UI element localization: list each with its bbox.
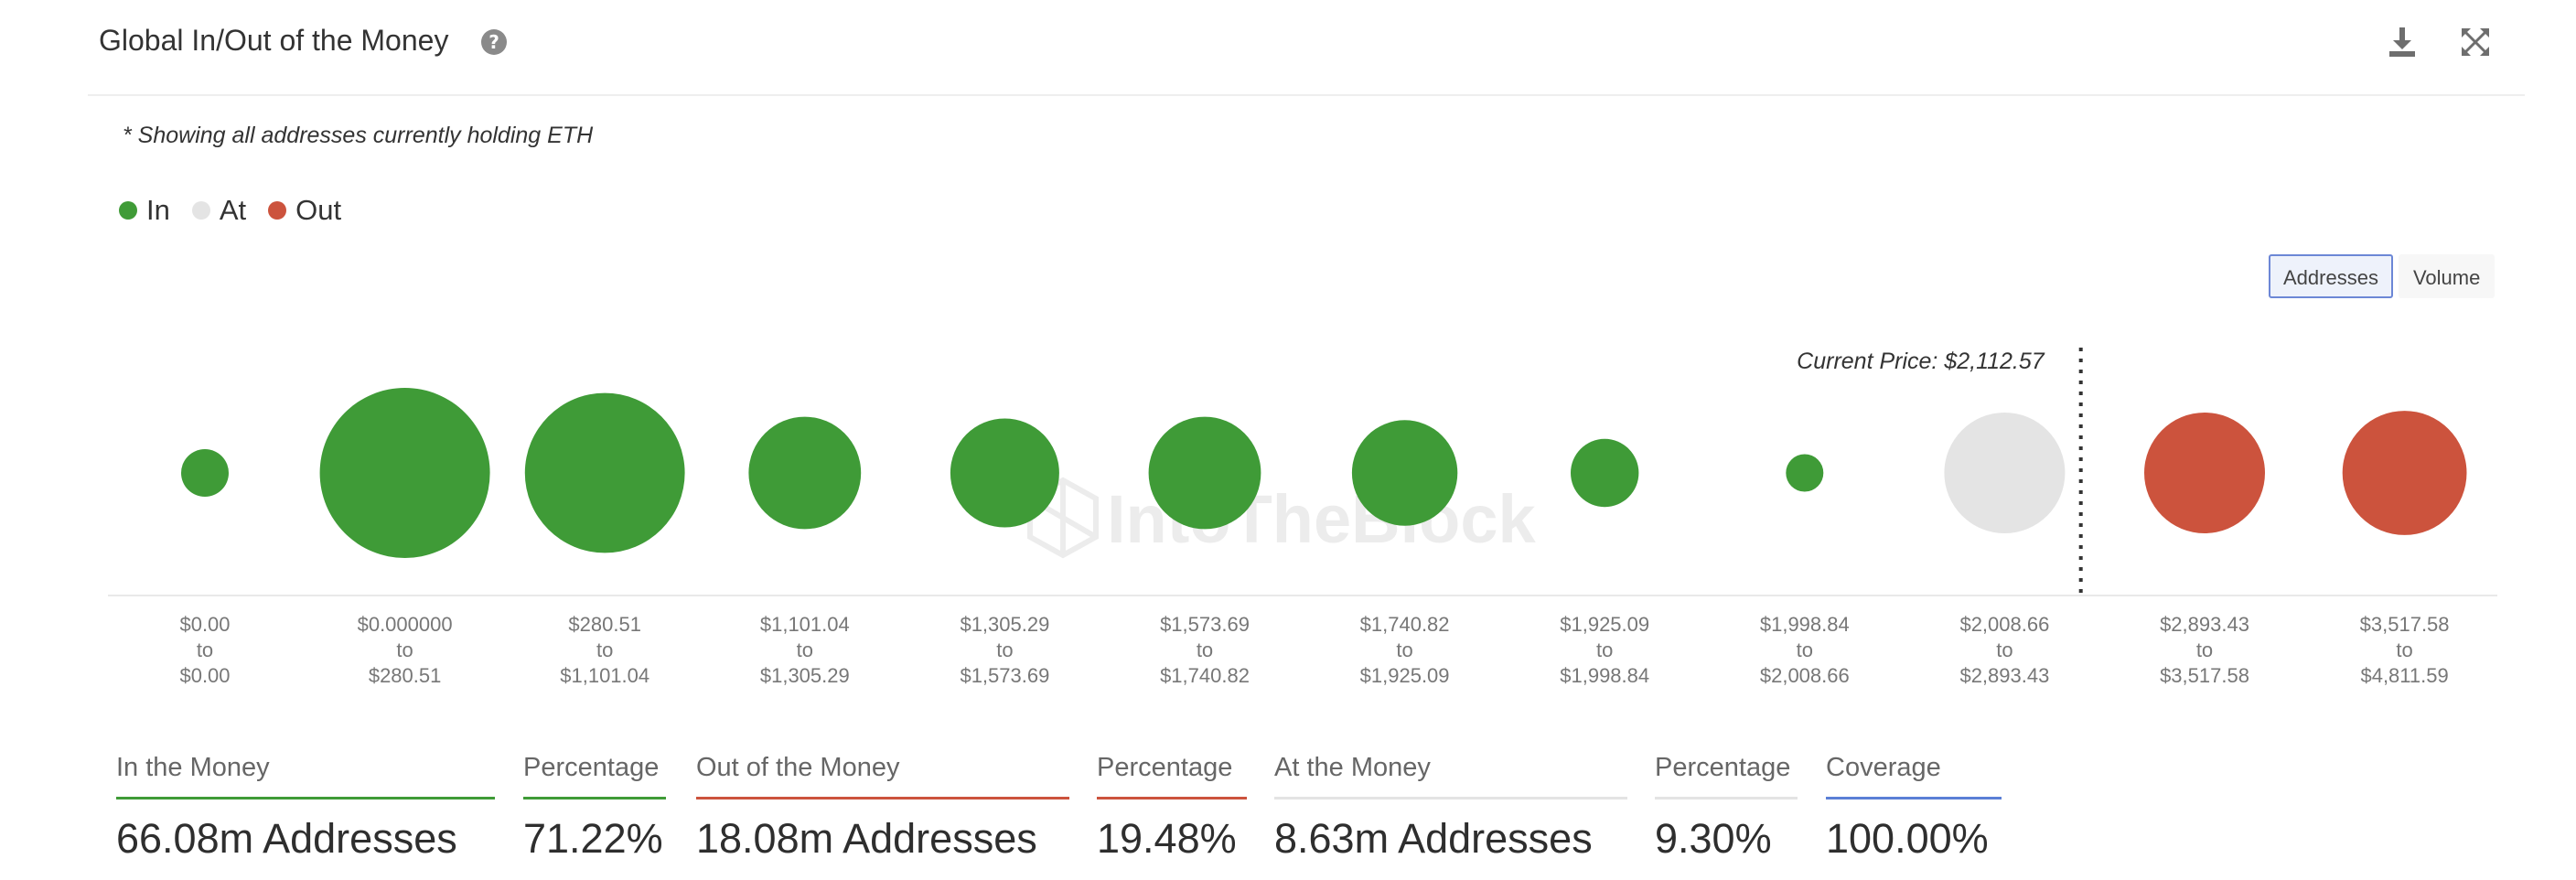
chart-header: Global In/Out of the Money ? <box>99 20 2523 71</box>
bubble-out-10[interactable] <box>2144 413 2265 533</box>
download-icon[interactable] <box>2384 24 2420 60</box>
bucket-label-1-connector: to <box>396 639 413 661</box>
bucket-label-10-from: $2,893.43 <box>2160 613 2249 636</box>
watermark: IntoTheBlock <box>1027 477 1537 559</box>
bubble-chart: IntoTheBlock $0.00 to $0.00 $0.000000 to $280… <box>108 348 2497 687</box>
bucket-label-2-to: $1,101.04 <box>560 664 649 687</box>
legend-dot-in <box>119 201 137 220</box>
bubble-in-6[interactable] <box>1351 420 1458 526</box>
bubble-in-7[interactable] <box>1571 438 1639 508</box>
out-money-percentage-underline <box>1097 797 1247 800</box>
bucket-label-0-to: $0.00 <box>179 664 230 687</box>
bucket-label-11-from: $3,517.58 <box>2360 613 2450 636</box>
legend-dot-at <box>191 201 210 220</box>
legend-label-in: In <box>146 194 170 226</box>
header-divider <box>88 94 2525 96</box>
bucket-label-0-connector: to <box>197 639 213 661</box>
in-money-percentage-value: 71.22% <box>523 815 663 862</box>
bubble-in-2[interactable] <box>524 392 685 553</box>
legend-dot-out <box>268 201 287 220</box>
bucket-label-8-connector: to <box>1797 639 1813 661</box>
current-price-marker: Current Price: $2,112.57 <box>1797 348 2083 595</box>
bucket-label-1-from: $0.000000 <box>358 613 453 636</box>
bucket-label-5-from: $1,573.69 <box>1160 613 1250 636</box>
bubble-in-0[interactable] <box>181 449 229 497</box>
bucket-label-7-to: $1,998.84 <box>1560 664 1649 687</box>
out-money-percentage-value: 19.48% <box>1097 815 1237 862</box>
bucket-label-8-to: $2,008.66 <box>1760 664 1850 687</box>
bucket-label-3-from: $1,101.04 <box>760 613 850 636</box>
bucket-label-6-to: $1,925.09 <box>1360 664 1450 687</box>
at-money-value: 8.63m Addresses <box>1274 815 1593 862</box>
svg-text:?: ? <box>488 31 499 53</box>
bucket-labels-group: $0.00 to $0.00 $0.000000 to $280.51 $280.51 to $… <box>179 613 2449 687</box>
bucket-label-10-connector: to <box>2196 639 2213 661</box>
bucket-label-2-connector: to <box>596 639 613 661</box>
bucket-label-5-to: $1,740.82 <box>1160 664 1250 687</box>
out-money-value: 18.08m Addresses <box>696 815 1037 862</box>
out-money-underline <box>696 797 1069 800</box>
in-money-percentage-underline <box>523 797 666 800</box>
at-money-heading: At the Money <box>1274 753 1431 782</box>
bubble-in-4[interactable] <box>950 418 1059 528</box>
coverage-heading: Coverage <box>1826 753 1941 782</box>
coverage-underline <box>1826 797 2002 800</box>
bucket-label-4-to: $1,573.69 <box>960 664 1049 687</box>
chart-legend: In At Out <box>119 192 354 229</box>
bucket-label-4-from: $1,305.29 <box>960 613 1049 636</box>
at-money-percentage-value: 9.30% <box>1655 815 1772 862</box>
bucket-label-2-from: $280.51 <box>568 613 641 636</box>
legend-item-out[interactable]: Out <box>268 194 341 227</box>
at-money-percentage-heading: Percentage <box>1655 753 1791 782</box>
bubble-out-11[interactable] <box>2342 411 2467 535</box>
bucket-label-0-from: $0.00 <box>179 613 230 636</box>
bucket-label-6-connector: to <box>1396 639 1412 661</box>
question-circle-icon[interactable]: ? <box>479 27 509 57</box>
at-money-underline <box>1274 797 1627 800</box>
bucket-label-7-connector: to <box>1596 639 1613 661</box>
addresses-toggle-button[interactable]: Addresses <box>2269 254 2393 298</box>
bucket-label-11-to: $4,811.59 <box>2360 664 2448 687</box>
in-money-heading: In the Money <box>116 753 270 782</box>
bubbles-group <box>181 388 2467 558</box>
in-money-underline <box>116 797 495 800</box>
at-money-percentage-underline <box>1655 797 1798 800</box>
bucket-label-9-connector: to <box>1996 639 2012 661</box>
current-price-label: Current Price: $2,112.57 <box>1797 349 2045 374</box>
legend-item-at[interactable]: At <box>191 194 247 227</box>
legend-label-at: At <box>219 194 247 226</box>
bucket-label-10-to: $3,517.58 <box>2160 664 2249 687</box>
in-money-percentage-heading: Percentage <box>523 753 660 782</box>
bucket-label-11-connector: to <box>2396 639 2412 661</box>
coverage-value: 100.00% <box>1826 815 1989 862</box>
bubble-in-3[interactable] <box>748 416 862 530</box>
expand-icon[interactable] <box>2457 24 2494 60</box>
bubble-in-1[interactable] <box>319 388 490 558</box>
stats-row: In the Money 66.08m Addresses Percentage… <box>0 746 2576 880</box>
bubble-in-8[interactable] <box>1786 454 1824 492</box>
bubble-at-9[interactable] <box>1944 413 2066 533</box>
legend-label-out: Out <box>295 194 342 226</box>
bubble-in-5[interactable] <box>1148 416 1261 530</box>
bucket-label-4-connector: to <box>996 639 1013 661</box>
in-money-value: 66.08m Addresses <box>116 815 457 862</box>
bucket-label-9-from: $2,008.66 <box>1959 613 2049 636</box>
out-money-percentage-heading: Percentage <box>1097 753 1233 782</box>
bucket-label-8-from: $1,998.84 <box>1760 613 1850 636</box>
bucket-label-6-from: $1,740.82 <box>1360 613 1450 636</box>
chart-title: Global In/Out of the Money <box>99 24 449 57</box>
bucket-label-3-to: $1,305.29 <box>760 664 850 687</box>
bucket-label-9-to: $2,893.43 <box>1959 664 2049 687</box>
bucket-label-5-connector: to <box>1197 639 1213 661</box>
bucket-label-7-from: $1,925.09 <box>1560 613 1649 636</box>
holding-note: * Showing all addresses currently holdin… <box>123 123 594 148</box>
bucket-label-3-connector: to <box>797 639 813 661</box>
bucket-label-1-to: $280.51 <box>369 664 442 687</box>
volume-toggle-button[interactable]: Volume <box>2398 254 2496 298</box>
metric-toggle: Addresses Volume <box>2269 254 2496 298</box>
out-money-heading: Out of the Money <box>696 753 900 782</box>
legend-item-in[interactable]: In <box>119 194 170 227</box>
